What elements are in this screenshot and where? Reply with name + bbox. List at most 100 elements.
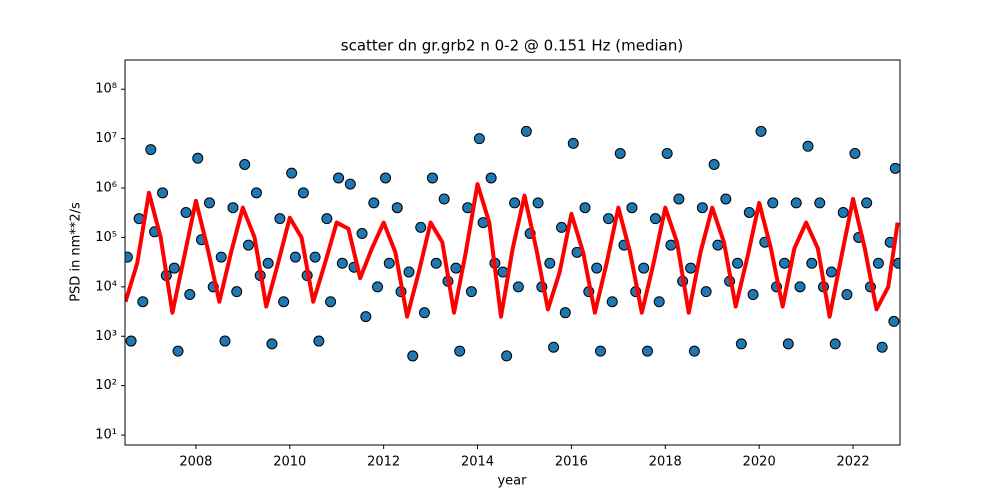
y-tick-label: 10⁵ xyxy=(95,230,117,245)
scatter-point xyxy=(125,335,137,347)
scatter-point xyxy=(418,307,430,319)
scatter-point xyxy=(336,257,348,269)
scatter-point xyxy=(548,341,560,353)
scatter-point xyxy=(520,125,532,137)
scatter-point xyxy=(755,125,767,137)
x-tick-label: 2012 xyxy=(367,455,400,470)
scatter-point xyxy=(313,335,325,347)
scatter-point xyxy=(767,197,779,209)
x-tick-label: 2022 xyxy=(837,455,870,470)
scatter-point xyxy=(837,206,849,218)
scatter-point xyxy=(638,262,650,274)
scatter-point xyxy=(219,335,231,347)
scatter-point xyxy=(145,144,157,156)
scatter-point xyxy=(192,152,204,164)
scatter-point xyxy=(344,178,356,190)
x-tick-label: 2018 xyxy=(649,455,682,470)
scatter-point xyxy=(700,286,712,298)
scatter-point xyxy=(673,193,685,205)
y-tick-label: 10³ xyxy=(95,329,117,344)
scatter-point xyxy=(802,140,814,152)
scatter-point xyxy=(829,338,841,350)
scatter-point xyxy=(872,257,884,269)
scatter-point xyxy=(438,193,450,205)
scatter-point xyxy=(137,296,149,308)
scatter-point xyxy=(239,158,251,170)
scatter-point xyxy=(321,213,333,225)
y-axis-label: PSD in nm**2/s xyxy=(69,202,84,302)
scatter-point xyxy=(888,315,900,327)
scatter-point xyxy=(157,187,169,199)
scatter-point xyxy=(747,289,759,301)
x-tick-label: 2010 xyxy=(273,455,306,470)
scatter-point xyxy=(841,289,853,301)
scatter-point xyxy=(782,338,794,350)
plot-area xyxy=(125,125,900,362)
scatter-point xyxy=(688,345,700,357)
scatter-point xyxy=(309,251,321,263)
scatter-point xyxy=(391,202,403,214)
scatter-point xyxy=(794,281,806,293)
scatter-point xyxy=(579,202,591,214)
scatter-point xyxy=(849,147,861,159)
scatter-point xyxy=(278,296,290,308)
scatter-point xyxy=(250,187,262,199)
scatter-point xyxy=(665,239,677,251)
scatter-point xyxy=(806,257,818,269)
scatter-point xyxy=(465,286,477,298)
scatter-point xyxy=(231,286,243,298)
scatter-point xyxy=(333,172,345,184)
scatter-point xyxy=(556,221,568,233)
scatter-point xyxy=(297,187,309,199)
chart-title: scatter dn gr.grb2 n 0-2 @ 0.151 Hz (med… xyxy=(341,37,683,55)
scatter-point xyxy=(168,262,180,274)
scatter-point xyxy=(606,296,618,308)
scatter-point xyxy=(360,311,372,323)
x-tick-label: 2016 xyxy=(555,455,588,470)
scatter-point xyxy=(661,147,673,159)
scatter-point xyxy=(653,296,665,308)
scatter-point xyxy=(125,251,133,263)
scatter-point xyxy=(227,202,239,214)
x-tick-label: 2014 xyxy=(461,455,494,470)
scatter-point xyxy=(485,172,497,184)
scatter-point xyxy=(501,350,513,362)
scatter-point xyxy=(180,206,192,218)
x-axis-label: year xyxy=(497,474,527,489)
y-tick-label: 10⁸ xyxy=(95,82,117,97)
scatter-point xyxy=(289,251,301,263)
y-tick-label: 10⁷ xyxy=(95,131,117,146)
y-tick-label: 10⁴ xyxy=(95,279,117,294)
scatter-point xyxy=(641,345,653,357)
x-tick-label: 2020 xyxy=(743,455,776,470)
scatter-point xyxy=(266,338,278,350)
scatter-point xyxy=(649,213,661,225)
scatter-point xyxy=(743,206,755,218)
scatter-point xyxy=(876,341,888,353)
scatter-point xyxy=(708,158,720,170)
scatter-point xyxy=(184,289,196,301)
y-tick-label: 10² xyxy=(95,378,117,393)
scatter-point xyxy=(242,239,254,251)
scatter-point xyxy=(720,193,732,205)
scatter-point xyxy=(415,221,427,233)
scatter-point xyxy=(509,197,521,209)
scatter-point xyxy=(383,257,395,269)
plot-frame xyxy=(124,59,901,446)
scatter-point xyxy=(602,213,614,225)
scatter-point xyxy=(274,213,286,225)
scatter-point xyxy=(286,167,298,179)
scatter-point xyxy=(790,197,802,209)
scatter-point xyxy=(262,257,274,269)
scatter-point xyxy=(403,266,415,278)
scatter-point xyxy=(356,228,368,240)
scatter-point xyxy=(512,281,524,293)
scatter-point xyxy=(591,262,603,274)
y-tick-label: 10¹ xyxy=(95,428,117,443)
scatter-point xyxy=(380,172,392,184)
scatter-point xyxy=(172,345,184,357)
scatter-point xyxy=(626,202,638,214)
scatter-point xyxy=(450,262,462,274)
scatter-point xyxy=(532,197,544,209)
